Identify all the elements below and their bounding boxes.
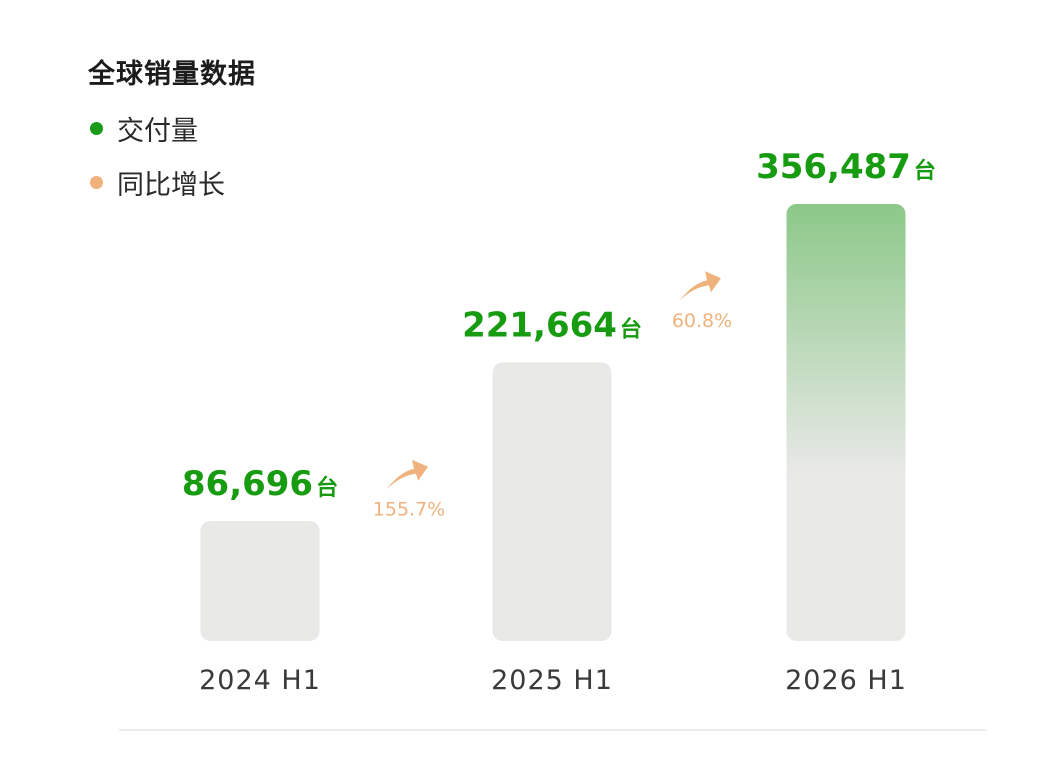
value-number: 86,696 [182, 464, 313, 504]
value-number: 356,487 [756, 147, 911, 187]
legend-dot-deliveries [90, 122, 103, 135]
bar-2026-h1 [786, 204, 906, 641]
bar-2025-h1 [492, 362, 612, 641]
value-label-2026-h1: 356,487 台 [756, 147, 936, 187]
category-label-2026-h1: 2026 H1 [785, 665, 907, 696]
chart-title: 全球销量数据 [88, 59, 256, 90]
growth-label-1: 155.7% [373, 499, 445, 521]
category-label-2024-h1: 2024 H1 [199, 665, 321, 696]
category-label-2025-h1: 2025 H1 [491, 665, 613, 696]
value-number: 221,664 [462, 305, 617, 345]
baseline-divider [119, 729, 986, 731]
bar-2024-h1 [200, 521, 320, 641]
growth-arrow-icon-2 [679, 271, 721, 302]
growth-label-2: 60.8% [672, 310, 732, 332]
legend-dot-growth [90, 176, 103, 189]
legend-item-growth: 同比增长 [90, 163, 225, 202]
value-label-2025-h1: 221,664 台 [462, 305, 642, 345]
legend-label-deliveries: 交付量 [117, 116, 198, 147]
value-unit: 台 [914, 158, 936, 184]
growth-arrow-icon-1 [386, 459, 428, 490]
value-label-2024-h1: 86,696 台 [182, 464, 338, 504]
legend-label-growth: 同比增长 [117, 170, 225, 201]
legend-item-deliveries: 交付量 [90, 109, 198, 148]
value-unit: 台 [620, 316, 642, 342]
value-unit: 台 [316, 475, 338, 501]
